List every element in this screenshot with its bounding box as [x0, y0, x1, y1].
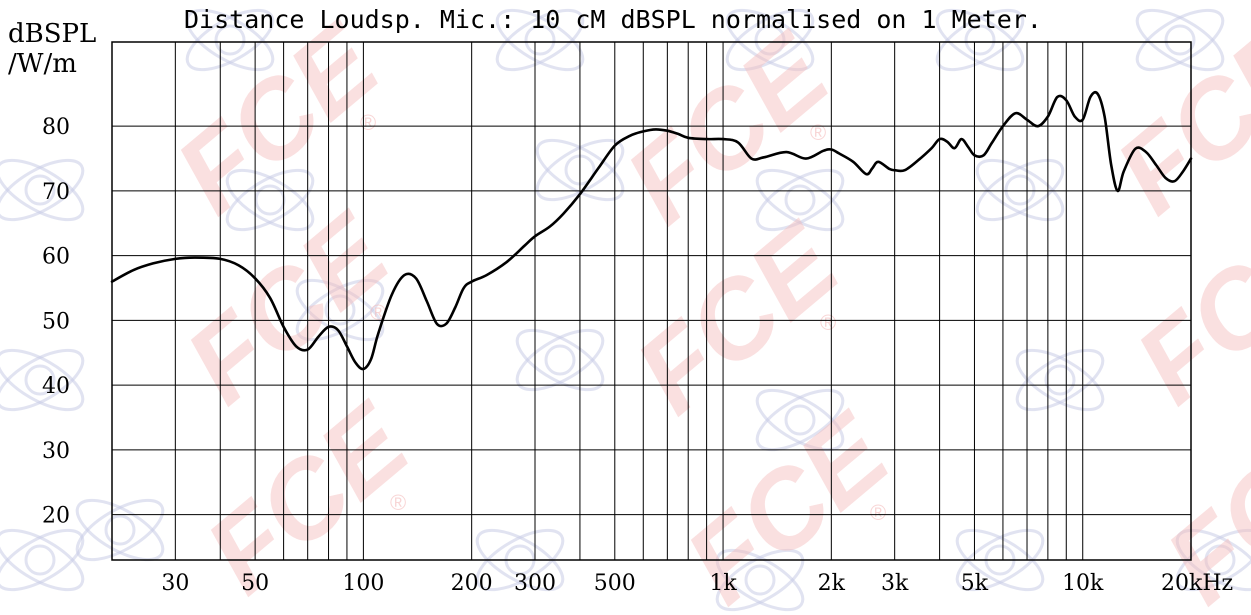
watermark-logo-icon — [755, 168, 845, 232]
y-tick-label: 20 — [42, 504, 70, 529]
watermark-registered-mark: ® — [390, 490, 406, 515]
x-tick-label: 5k — [961, 571, 989, 596]
watermark-registered-mark: ® — [360, 110, 376, 135]
x-tick-label: 3k — [881, 571, 909, 596]
watermark-logo-icon — [0, 348, 85, 412]
watermark-registered-mark: ® — [870, 500, 886, 525]
y-axis-label-line-2: /W/m — [8, 49, 77, 79]
y-tick-label: 70 — [42, 180, 70, 205]
x-tick-label: 100 — [342, 571, 384, 596]
x-tick-label: 20kHz — [1161, 571, 1233, 596]
watermark-logo-icon — [0, 528, 85, 592]
watermark-logo-icon — [755, 388, 845, 452]
watermark-logo-icon — [515, 328, 605, 392]
watermark-logo-icon — [1015, 348, 1105, 412]
x-tick-label: 10k — [1062, 571, 1104, 596]
y-axis-label-line-1: dBSPL — [8, 19, 96, 49]
watermark-logo-icon — [1135, 8, 1225, 72]
watermark-registered-mark: ® — [810, 120, 826, 145]
watermark-text: FCE — [1093, 0, 1251, 237]
grid — [112, 42, 1191, 560]
watermark-logo-icon — [725, 8, 815, 72]
watermark-logo-icon — [975, 158, 1065, 222]
watermark-logo-icon — [495, 8, 585, 72]
watermark-logo-icon — [935, 8, 1025, 72]
watermark-logo-icon — [715, 548, 805, 612]
y-tick-label: 80 — [42, 115, 70, 140]
watermark-logo-icon — [955, 528, 1045, 592]
watermark-logo-icon — [295, 278, 385, 342]
y-tick-label: 30 — [42, 439, 70, 464]
response-curve-series — [110, 90, 1193, 371]
x-tick-label: 200 — [451, 571, 493, 596]
chart-title: Distance Loudsp. Mic.: 10 cM dBSPL norma… — [184, 5, 1042, 34]
watermark-logo-icon — [0, 158, 85, 222]
x-tick-label: 2k — [818, 571, 846, 596]
watermark-registered-mark: ® — [820, 310, 836, 335]
y-tick-label: 40 — [42, 374, 70, 399]
plot-frame — [111, 41, 1192, 561]
x-tick-label: 30 — [161, 571, 189, 596]
watermark-logo-icon — [75, 498, 165, 562]
x-tick-label: 50 — [241, 571, 269, 596]
x-tick-label: 300 — [514, 571, 556, 596]
y-tick-label: 60 — [42, 245, 70, 270]
watermark-logo-icon — [1175, 528, 1251, 592]
tick-labels: 30 50 100 200 300 500 1k 2k 3k 5k 10k 20kHz 20 30 40 50… — [42, 115, 1233, 596]
y-tick-label: 50 — [42, 309, 70, 334]
x-tick-label: 500 — [594, 571, 636, 596]
x-tick-label: 1k — [709, 571, 737, 596]
